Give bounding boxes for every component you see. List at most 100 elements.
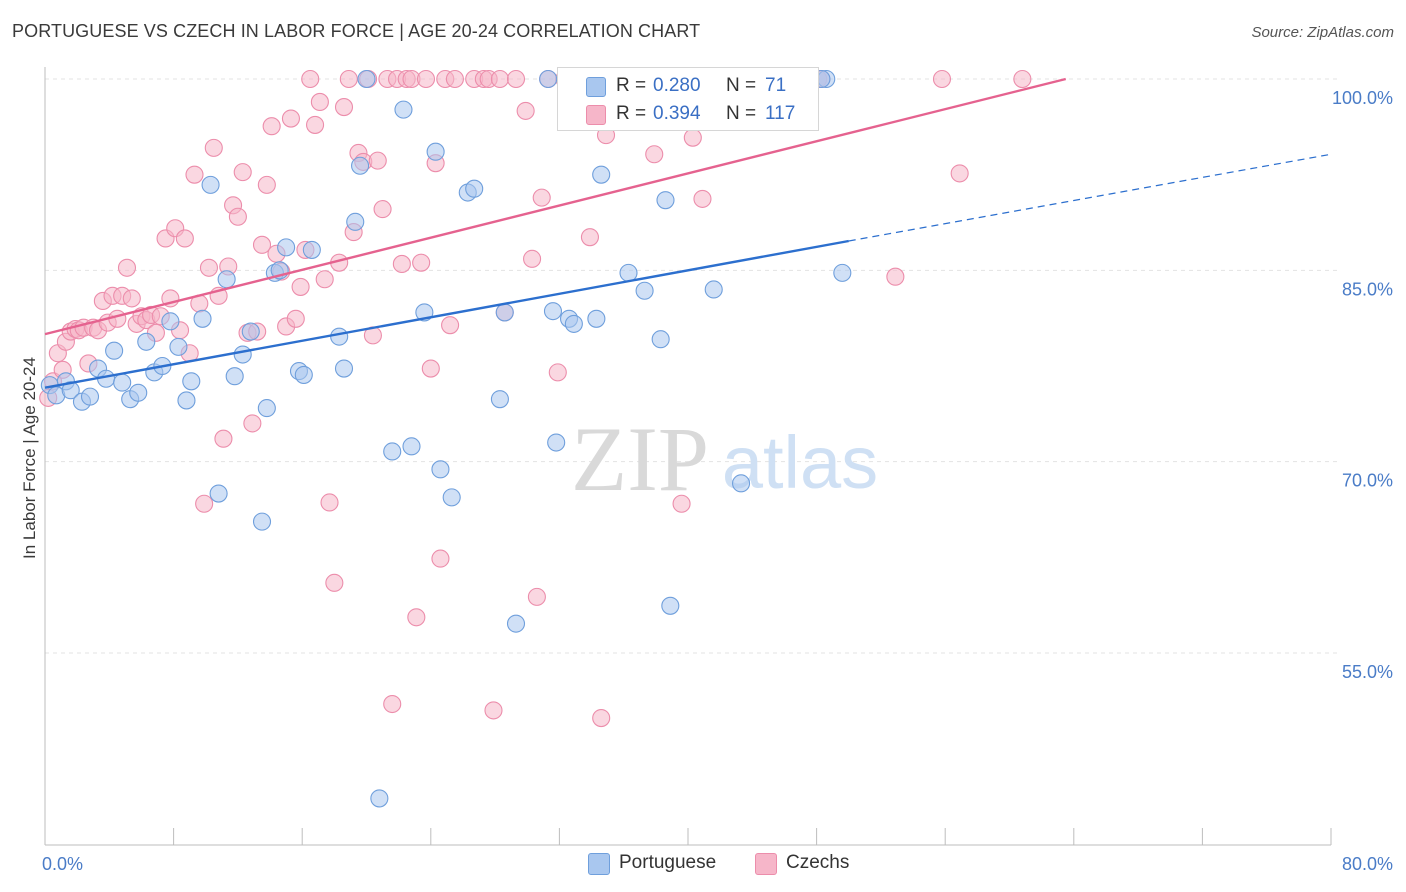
czechs-point: [431, 549, 450, 568]
legend-row-portuguese: R = 0.280 N = 71: [558, 72, 818, 102]
portuguese-point: [587, 309, 606, 328]
portuguese-point: [302, 240, 321, 259]
czechs-point: [175, 229, 194, 248]
portuguese-point: [233, 345, 252, 364]
czechs-trendline: [44, 77, 1067, 336]
legend-n-label: N =: [726, 103, 757, 124]
czechs-point: [252, 235, 272, 254]
stats-legend: R = 0.280 N = 71 R = 0.394 N = 117: [557, 67, 819, 131]
watermark-atlas: atlas: [722, 421, 878, 504]
czechs-point: [506, 69, 526, 89]
czechs-point: [683, 128, 702, 147]
portuguese-points: [40, 69, 852, 808]
portuguese-point: [543, 302, 563, 321]
portuguese-point: [113, 373, 132, 392]
czechs-point: [592, 709, 611, 728]
czechs-point: [286, 309, 305, 328]
portuguese-point: [80, 387, 100, 406]
czechs-point: [950, 164, 969, 183]
czechs-point: [339, 69, 358, 89]
czechs-point: [281, 109, 300, 128]
portuguese-point: [539, 69, 558, 89]
portuguese-point: [394, 100, 413, 119]
portuguese-point: [217, 270, 236, 289]
y-axis-label: In Labor Force | Age 20-24: [20, 357, 39, 559]
czechs-points: [39, 69, 1032, 728]
portuguese-point: [564, 314, 583, 333]
czechs-point: [383, 694, 402, 714]
chart-title: PORTUGUESE VS CZECH IN LABOR FORCE | AGE…: [12, 21, 701, 41]
portuguese-point: [370, 789, 389, 808]
portuguese-point: [506, 614, 526, 633]
legend-r-label: R =: [616, 75, 647, 96]
watermark: ZIP atlas: [571, 408, 878, 510]
portuguese-point: [383, 442, 402, 461]
czechs-point: [645, 145, 664, 164]
legend-n-value: 71: [765, 75, 787, 96]
portuguese-point: [129, 383, 148, 402]
portuguese-point: [431, 460, 450, 479]
portuguese-point: [105, 341, 124, 360]
czechs-point: [306, 115, 325, 134]
czechs-point: [484, 701, 503, 720]
czechs-point: [214, 429, 233, 448]
czechs-point: [392, 254, 411, 274]
portuguese-point: [357, 69, 376, 89]
portuguese-point: [833, 263, 852, 282]
legend-swatch-czechs: [755, 853, 777, 875]
czechs-point: [117, 258, 137, 277]
legend-row-czechs: R = 0.394 N = 117: [558, 100, 818, 130]
czechs-point: [320, 493, 339, 512]
portuguese-point: [656, 191, 675, 210]
tick-labels: 100.0% 85.0% 70.0% 55.0% 0.0% 80.0%: [42, 88, 1393, 874]
czechs-point: [204, 138, 223, 157]
czechs-point: [527, 587, 546, 606]
legend-n-label: N =: [726, 75, 757, 96]
portuguese-point: [182, 372, 201, 391]
portuguese-point: [169, 337, 188, 356]
portuguese-point: [161, 312, 180, 331]
portuguese-point: [225, 367, 244, 386]
portuguese-point: [209, 484, 228, 503]
legend-r-label: R =: [616, 103, 647, 124]
portuguese-point: [294, 365, 313, 384]
y-tick-label: 85.0%: [1342, 279, 1393, 299]
portuguese-point: [704, 280, 723, 299]
portuguese-point: [257, 399, 276, 418]
portuguese-point: [465, 179, 484, 198]
legend-r-value: 0.280: [653, 75, 701, 96]
portuguese-point: [334, 359, 354, 378]
portuguese-point: [277, 238, 296, 257]
x-tick-label: 80.0%: [1342, 854, 1393, 874]
czechs-point: [291, 277, 310, 296]
czechs-point: [516, 101, 535, 120]
czechs-point: [185, 165, 204, 184]
czechs-point: [532, 188, 551, 207]
portuguese-point: [731, 474, 751, 493]
portuguese-point: [426, 142, 445, 161]
portuguese-point: [330, 327, 349, 346]
portuguese-point: [61, 381, 80, 400]
portuguese-point: [201, 175, 220, 194]
portuguese-point: [495, 303, 514, 322]
czechs-point: [441, 316, 460, 335]
czechs-point: [301, 69, 320, 89]
portuguese-point: [252, 512, 272, 531]
czechs-point: [490, 69, 509, 89]
czechs-point: [108, 309, 127, 328]
czechs-point: [368, 151, 387, 170]
portuguese-point: [442, 488, 461, 507]
x-tick-label: 0.0%: [42, 854, 83, 874]
legend-label-czechs: Czechs: [786, 852, 850, 873]
portuguese-point: [346, 212, 365, 231]
legend-n-value: 117: [765, 103, 796, 124]
czechs-point: [412, 253, 431, 272]
czechs-point: [1013, 69, 1032, 89]
czechs-point: [315, 270, 334, 289]
czechs-point: [122, 289, 141, 308]
czechs-point: [373, 200, 392, 219]
trendlines: [44, 77, 1332, 389]
czechs-point: [243, 414, 262, 433]
czechs-point: [416, 69, 436, 89]
